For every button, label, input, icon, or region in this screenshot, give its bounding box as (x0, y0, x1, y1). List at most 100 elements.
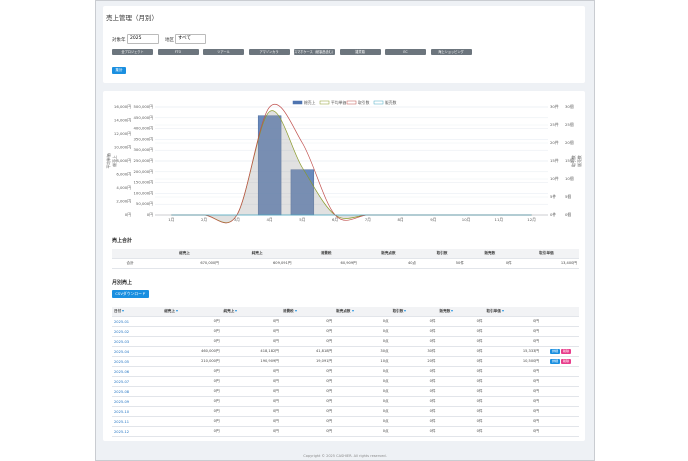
cell: 0円 (221, 326, 281, 337)
detail-button[interactable]: 詳細 (549, 349, 560, 354)
x-tick-label: 4月 (267, 217, 273, 222)
header-cell: 取引単価 (513, 249, 579, 259)
tick-label: 5件 (550, 194, 556, 199)
sort-icon (351, 310, 354, 312)
cell: 0件 (465, 258, 514, 269)
header-cell[interactable]: 販売点数 (334, 307, 391, 317)
axis-title: 取引数 (571, 155, 576, 167)
cell: 0件 (437, 356, 485, 367)
cell: 0円 (280, 426, 335, 437)
header-cell (112, 249, 149, 259)
cell: 0円 (484, 376, 541, 387)
delete-button[interactable]: 削除 (561, 349, 572, 354)
tick-label: 25件 (550, 122, 559, 127)
tick-label: 0件 (550, 212, 556, 217)
axis-title: 販売数 (577, 155, 582, 167)
tick-label: 300,000円 (134, 147, 154, 152)
project-button[interactable]: 全プロジェクト (112, 49, 153, 55)
header-cell[interactable]: 取引単価 (484, 307, 541, 317)
cell: 0円 (221, 416, 281, 427)
action-cell (541, 426, 579, 437)
x-tick-label: 9月 (430, 217, 436, 222)
cell: 0点 (334, 406, 391, 417)
tick-label: 15個 (565, 158, 574, 163)
delete-button[interactable]: 削除 (561, 359, 572, 364)
project-button[interactable]: アマゾンカラ (248, 49, 290, 55)
cell: 2025-04 (112, 346, 163, 357)
data-row: 2025-06 0円 0円 0円 0点 0件 0件 0円 (112, 366, 579, 377)
cell: 0件 (390, 406, 438, 417)
cell: 20件 (390, 356, 438, 367)
header-text: 取引数 (392, 309, 404, 313)
header-cell[interactable]: 消費税 (280, 307, 335, 317)
cell: 0件 (390, 396, 438, 407)
cell: 0件 (390, 386, 438, 397)
tick-label: 5個 (565, 194, 571, 199)
cell: 2025-03 (112, 336, 163, 347)
project-button[interactable]: EC (385, 49, 426, 55)
cell: 0件 (437, 376, 485, 387)
cell: 0件 (390, 336, 438, 347)
cell: 0円 (221, 406, 281, 417)
cell: 0件 (437, 346, 485, 357)
project-button[interactable]: 雑貨類 (339, 49, 381, 55)
cell: 0円 (162, 396, 222, 407)
cell: 0円 (484, 426, 541, 437)
cell: 0件 (390, 426, 438, 437)
cell: 15,333円 (484, 346, 541, 357)
data-row: 2025-05 210,000円 190,909円 19,091円 10点 20件 0件 10… (112, 356, 579, 367)
axis-title: 平均単価 (106, 153, 111, 168)
cell: 0件 (437, 426, 485, 437)
data-row: 2025-12 0円 0円 0円 0点 0件 0件 0円 (112, 426, 579, 437)
tick-label: 50,000円 (136, 201, 153, 206)
cell: 0円 (221, 386, 281, 397)
header-cell[interactable]: 取引数 (390, 307, 438, 317)
cell: 0件 (390, 416, 438, 427)
header-cell[interactable]: 純売上 (221, 307, 281, 317)
header-text: 総売上 (164, 309, 175, 313)
cell: 0円 (221, 376, 281, 387)
cell: 670,000円 (148, 258, 221, 269)
detail-button[interactable]: 詳細 (549, 359, 560, 364)
tick-label: 16,000円 (114, 104, 131, 109)
header-text: 純売上 (223, 309, 235, 313)
csv-button[interactable]: CSVダウンロード (112, 290, 149, 298)
data-row: 2025-02 0円 0円 0円 0点 0件 0件 0円 (112, 326, 579, 337)
tick-label: 100,000円 (134, 190, 154, 195)
x-tick-label: 3月 (234, 217, 240, 222)
cell: 0件 (437, 366, 485, 377)
cell: 2025-01 (112, 316, 163, 327)
header-cell[interactable]: 販売数 (437, 307, 485, 317)
sort-icon (176, 310, 178, 312)
cell: 0件 (390, 376, 438, 387)
header-cell: 販売点数 (358, 249, 419, 259)
cell: 0円 (162, 376, 222, 387)
tick-label: 15件 (550, 158, 559, 163)
project-button[interactable]: FTO (157, 49, 199, 55)
cell: 418,182円 (221, 346, 281, 357)
aggregate-button[interactable]: 集計 (112, 67, 126, 74)
tick-label: 0円 (147, 212, 153, 217)
cell: 30件 (390, 346, 438, 357)
cell: 2025-08 (112, 386, 163, 397)
legend-swatch (292, 100, 303, 105)
x-tick-label: 6月 (332, 217, 338, 222)
x-tick-label: 2月 (201, 217, 207, 222)
header-cell[interactable]: 総売上 (162, 307, 222, 317)
year-label: 対象年 (112, 38, 126, 43)
cell: 10,500円 (484, 356, 541, 367)
cell: 190,909円 (221, 356, 281, 367)
cell: 0件 (437, 416, 485, 427)
header-cell: 総売上 (148, 249, 221, 259)
project-button[interactable]: スマホケース（紙製品含む） (294, 49, 336, 55)
cell: 0円 (280, 336, 335, 347)
year-input[interactable]: 2025 (127, 34, 159, 44)
cell: 0件 (390, 366, 438, 377)
project-button[interactable]: ツアール (203, 49, 244, 55)
cell: 30点 (334, 346, 391, 357)
area-select[interactable]: すべて (175, 34, 206, 44)
project-button[interactable]: 海上ショッピング (430, 49, 472, 55)
tick-label: 150,000円 (134, 180, 154, 185)
cell: 0点 (334, 336, 391, 347)
header-text: 販売数 (439, 309, 451, 313)
